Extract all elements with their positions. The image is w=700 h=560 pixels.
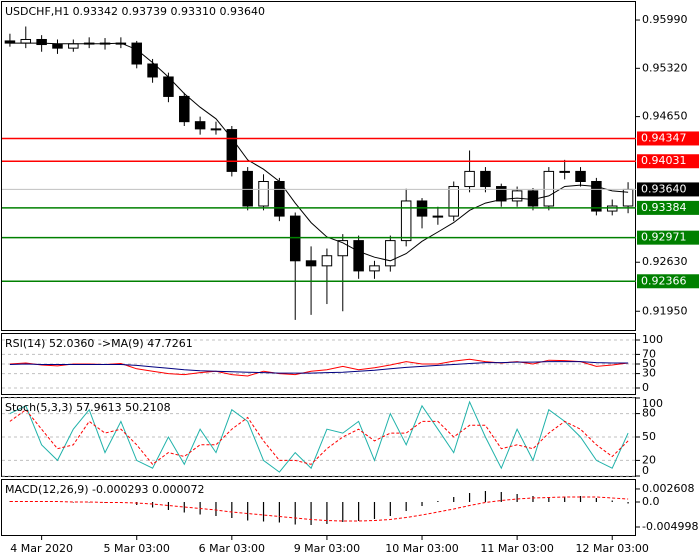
candle-body bbox=[575, 170, 586, 182]
candle-body bbox=[400, 200, 412, 242]
rsi-panel bbox=[1, 333, 636, 395]
candle-body bbox=[321, 255, 333, 267]
y-tick-label: 30 bbox=[642, 367, 656, 380]
x-tick-label: 11 Mar 03:00 bbox=[480, 542, 553, 555]
price-level-label: 0.94347 bbox=[641, 131, 687, 144]
candle-body bbox=[242, 170, 253, 207]
panel-title: MACD(12,26,9) -0.000293 0.000072 bbox=[5, 483, 204, 496]
candle-body bbox=[543, 170, 555, 207]
y-tick-label: 0.92630 bbox=[642, 255, 688, 268]
candle-body bbox=[258, 180, 269, 207]
y-tick-label: 0 bbox=[642, 381, 649, 394]
price-level-box bbox=[637, 274, 699, 289]
candle-body bbox=[480, 170, 491, 188]
y-tick-label: 20 bbox=[642, 453, 656, 466]
x-tick-label: 12 Mar 03:00 bbox=[575, 542, 648, 555]
price-panel bbox=[1, 1, 636, 331]
y-tick-label: 80 bbox=[642, 407, 656, 420]
price-level-box bbox=[637, 182, 699, 197]
x-tick-label: 10 Mar 03:00 bbox=[385, 542, 458, 555]
x-tick-label: 6 Mar 03:00 bbox=[199, 542, 265, 555]
y-tick-label: 50 bbox=[642, 430, 656, 443]
candle-body bbox=[36, 38, 47, 46]
y-tick-label: 0.0 bbox=[642, 495, 660, 508]
candle-body bbox=[68, 43, 79, 49]
candle-body bbox=[305, 260, 317, 267]
candle-body bbox=[147, 63, 158, 78]
y-tick-label: 0.94650 bbox=[642, 110, 688, 123]
candle-body bbox=[369, 265, 380, 272]
indicator-line bbox=[9, 400, 629, 473]
candle-body bbox=[289, 215, 301, 262]
panel-title: USDCHF,H1 bbox=[5, 5, 70, 18]
x-tick-label: 5 Mar 03:00 bbox=[103, 542, 169, 555]
candle-body bbox=[511, 190, 523, 202]
candle-body bbox=[52, 44, 63, 49]
candle-body bbox=[194, 121, 206, 130]
candle-body bbox=[131, 42, 142, 65]
candle-body bbox=[464, 170, 475, 188]
y-tick-label: 0.95990 bbox=[642, 13, 688, 26]
y-tick-label: 0.91950 bbox=[642, 304, 688, 317]
candle-body bbox=[448, 186, 459, 217]
candle-body bbox=[20, 38, 32, 44]
x-tick-label: 9 Mar 03:00 bbox=[294, 542, 360, 555]
candle-body bbox=[226, 129, 238, 172]
price-level-box bbox=[637, 230, 699, 245]
price-level-box bbox=[637, 200, 699, 215]
price-level-label: 0.94031 bbox=[641, 154, 687, 167]
y-tick-label: 50 bbox=[642, 357, 656, 370]
y-tick-label: 0.002608 bbox=[642, 482, 695, 495]
y-tick-label: 100 bbox=[642, 397, 663, 410]
candle-body bbox=[432, 215, 444, 218]
panel-subtitle: 0.93342 0.93739 0.93310 0.93640 bbox=[73, 5, 265, 18]
price-level-label: 0.92366 bbox=[641, 274, 687, 287]
x-tick-label: 4 Mar 2020 bbox=[10, 542, 73, 555]
price-level-label: 0.93640 bbox=[641, 182, 687, 195]
y-tick-label: 0 bbox=[642, 464, 649, 477]
indicator-line bbox=[9, 361, 629, 374]
macd-panel bbox=[1, 479, 636, 536]
indicator-line bbox=[9, 409, 629, 465]
price-level-box bbox=[637, 131, 699, 146]
y-tick-label: 100 bbox=[642, 333, 663, 346]
y-tick-label: -0.004998 bbox=[642, 520, 698, 533]
candle-body bbox=[353, 240, 364, 272]
panel-title: Stoch(5,3,3) 57.9613 50.2108 bbox=[5, 401, 171, 414]
panel-title: RSI(14) 52.0360 ->MA(9) 47.7261 bbox=[5, 337, 193, 350]
candle-body bbox=[591, 180, 602, 212]
price-level-label: 0.92971 bbox=[641, 231, 687, 244]
price-level-label: 0.93384 bbox=[641, 201, 687, 214]
candle-body bbox=[559, 170, 570, 173]
candle-body bbox=[179, 95, 190, 123]
y-tick-label: 0.95320 bbox=[642, 61, 688, 74]
indicator-line bbox=[9, 42, 629, 262]
indicator-line bbox=[9, 496, 629, 522]
candle-body bbox=[496, 186, 507, 202]
y-tick-label: 70 bbox=[642, 347, 656, 360]
price-level-box bbox=[637, 154, 699, 169]
stoch-panel bbox=[1, 397, 636, 477]
candle-body bbox=[210, 128, 222, 131]
candle-body bbox=[337, 240, 349, 257]
candle-body bbox=[385, 240, 396, 267]
